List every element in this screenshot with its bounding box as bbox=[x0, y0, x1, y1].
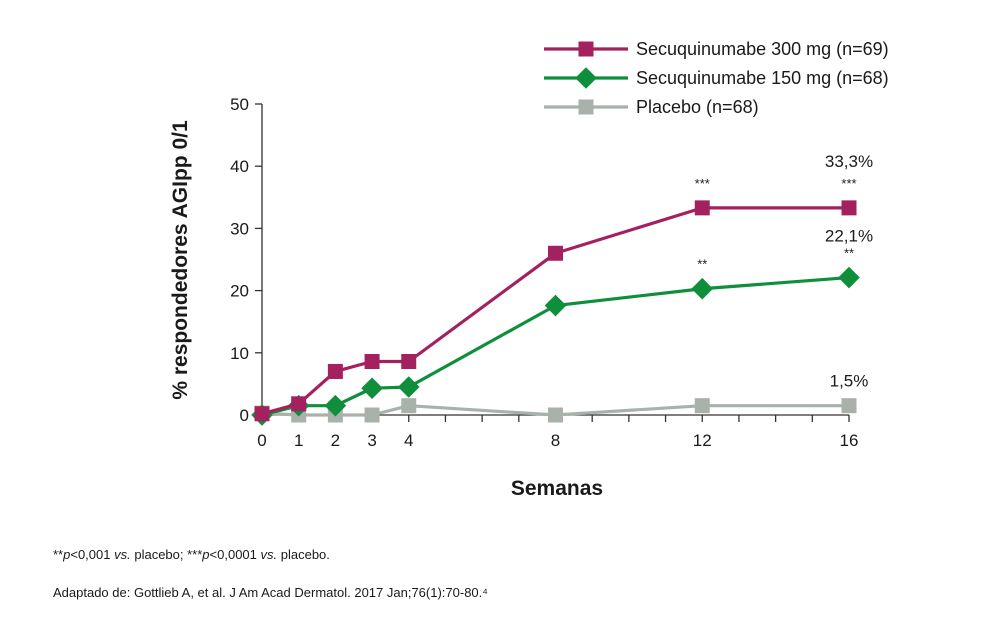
value-annotation: 33,3% bbox=[825, 152, 873, 171]
chart-annotations: 33,3%22,1%1,5%*** ******* bbox=[695, 152, 873, 391]
y-tick-label: 20 bbox=[230, 282, 249, 301]
data-point bbox=[691, 277, 714, 300]
legend-item: Secuquinumabe 150 mg (n=68) bbox=[544, 67, 889, 89]
chart-legend: Secuquinumabe 300 mg (n=69) Secuquinumabe… bbox=[544, 39, 889, 117]
significance-marker: *** bbox=[695, 176, 710, 191]
x-tick-label: 16 bbox=[840, 431, 859, 450]
footnote-part: <0,001 bbox=[70, 547, 115, 562]
significance-marker: ** bbox=[697, 257, 707, 272]
x-tick-label: 4 bbox=[404, 431, 413, 450]
data-point bbox=[838, 266, 860, 289]
data-point bbox=[397, 376, 420, 398]
x-tick-label: 3 bbox=[367, 431, 376, 450]
x-tick-label: 0 bbox=[257, 431, 266, 450]
chart-series bbox=[251, 200, 860, 426]
value-annotation: 22,1% bbox=[825, 227, 873, 246]
x-tick-label: 1 bbox=[294, 431, 303, 450]
data-point bbox=[324, 394, 347, 417]
legend-item: Placebo (n=68) bbox=[544, 97, 759, 117]
footnote-part: vs. bbox=[260, 547, 278, 562]
data-point bbox=[361, 377, 383, 400]
footnote-part: p bbox=[63, 547, 71, 562]
legend-label: Secuquinumabe 300 mg (n=69) bbox=[636, 39, 889, 59]
y-tick-label: 40 bbox=[230, 157, 249, 176]
legend-item: Secuquinumabe 300 mg (n=69) bbox=[544, 39, 889, 59]
footnote-part: <0,0001 bbox=[209, 547, 261, 562]
data-point bbox=[401, 398, 417, 414]
data-point bbox=[694, 200, 710, 216]
legend-marker bbox=[578, 41, 594, 57]
x-tick-label: 12 bbox=[693, 431, 712, 450]
data-point bbox=[364, 354, 380, 370]
data-point bbox=[364, 407, 380, 423]
data-point bbox=[548, 407, 563, 423]
legend-marker bbox=[578, 99, 594, 115]
data-point bbox=[291, 396, 307, 412]
value-annotation: 1,5% bbox=[830, 372, 869, 391]
footnote-part: vs. bbox=[114, 547, 131, 562]
y-tick-label: 30 bbox=[230, 219, 249, 238]
series-2 bbox=[251, 266, 860, 426]
x-tick-label: 2 bbox=[331, 431, 340, 450]
y-axis-title: % respondedores AGIpp 0/1 bbox=[169, 120, 192, 400]
significance-marker: *** bbox=[841, 176, 856, 191]
data-point bbox=[694, 398, 710, 414]
data-point bbox=[841, 398, 857, 414]
legend-marker bbox=[575, 67, 597, 89]
data-point bbox=[548, 245, 563, 261]
footnote-part: placebo; *** bbox=[130, 547, 203, 562]
y-tick-label: 50 bbox=[230, 95, 249, 114]
y-tick-label: 0 bbox=[240, 406, 249, 425]
series-1 bbox=[254, 200, 857, 422]
footnote-part: placebo. bbox=[277, 547, 330, 562]
legend-label: Placebo (n=68) bbox=[636, 97, 759, 117]
data-point bbox=[254, 406, 270, 422]
data-point bbox=[401, 354, 417, 370]
x-axis-title: Semanas bbox=[511, 477, 603, 500]
footnote-part: p bbox=[202, 547, 210, 562]
legend-label: Secuquinumabe 150 mg (n=68) bbox=[636, 68, 889, 88]
significance-marker: ** bbox=[844, 246, 854, 261]
footnote-part: ** bbox=[53, 547, 64, 562]
data-point bbox=[544, 294, 567, 317]
data-point bbox=[327, 363, 343, 379]
x-tick-label: 8 bbox=[551, 431, 560, 450]
y-tick-label: 10 bbox=[230, 344, 249, 363]
data-point bbox=[841, 200, 857, 216]
significance-footnote: **p<0,001 vs. placebo; ***p<0,0001 vs. p… bbox=[53, 547, 330, 562]
source-citation: Adaptado de: Gottlieb A, et al. J Am Aca… bbox=[53, 585, 488, 600]
